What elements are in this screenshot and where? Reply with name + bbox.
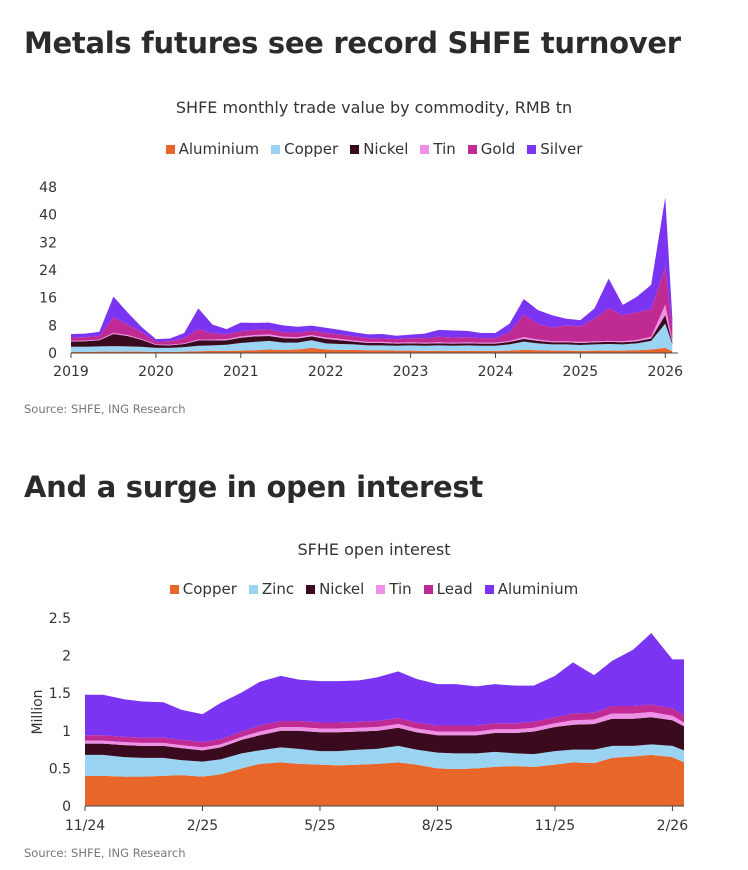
legend-label: Nickel [363,140,409,158]
legend-swatch [248,584,258,594]
legend-swatch [165,144,175,154]
legend-swatch [271,144,281,154]
y-tick-label: 1.5 [49,686,71,702]
chart2-headline: And a surge in open interest [24,470,483,504]
legend-swatch [527,144,537,154]
chart1-source: Source: SHFE, ING Research [24,402,186,416]
y-tick-label: 48 [39,180,57,196]
legend-item-aluminium: Aluminium [165,140,260,158]
legend-item-zinc: Zinc [248,580,295,598]
area-nickel [71,314,673,348]
area-zinc [85,744,684,777]
legend-swatch [484,584,494,594]
area-copper [85,754,684,806]
x-tick-label: 5/25 [304,818,335,834]
legend-item-gold: Gold [467,140,516,158]
y-tick-label: 2 [62,649,71,665]
chart1-title: SHFE monthly trade value by commodity, R… [175,98,573,117]
legend-item-aluminium: Aluminium [484,580,579,598]
legend-item-lead: Lead [423,580,473,598]
legend-label: Copper [284,140,339,158]
legend-label: Tin [433,140,456,158]
y-tick-label: 1 [62,724,71,740]
x-tick-label: 8/25 [422,818,453,834]
x-tick-label: 2022 [308,364,344,380]
legend-label: Silver [540,140,583,158]
x-tick-label: 2019 [53,364,89,380]
legend-swatch [420,144,430,154]
y-tick-label: 2.5 [49,611,71,627]
y-tick-label: 16 [39,291,57,307]
legend-item-silver: Silver [527,140,582,158]
legend-item-nickel: Nickel [306,580,364,598]
legend-label: Tin [389,580,412,598]
y-tick-label: 32 [39,235,57,251]
legend-swatch [306,584,316,594]
x-tick-label: 2023 [393,364,429,380]
x-tick-label: 11/24 [65,818,105,834]
legend-item-tin: Tin [376,580,412,598]
legend-label: Lead [436,580,473,598]
legend-label: Gold [480,140,516,158]
legend-swatch [169,584,179,594]
area-copper [71,323,673,352]
area-lead [85,704,684,748]
x-tick-label: 11/25 [535,818,575,834]
y-tick-label: 0 [62,799,71,815]
area-tin [85,712,684,751]
chart2-legend: Copper Zinc Nickel Tin Lead Aluminium [0,580,748,598]
y-axis-label: Million [30,689,46,734]
legend-label: Aluminium [178,140,260,158]
legend-label: Aluminium [497,580,579,598]
y-tick-label: 8 [48,318,57,334]
y-tick-label: 40 [39,208,57,224]
x-tick-label: 2/26 [657,818,689,834]
legend-item-nickel: Nickel [350,140,408,158]
legend-swatch [350,144,360,154]
area-gold [71,266,673,345]
x-tick-label: 2021 [223,364,259,380]
x-tick-label: 2024 [478,364,514,380]
legend-label: Zinc [261,580,295,598]
legend-item-copper: Copper [271,140,338,158]
y-tick-label: 0 [48,346,57,362]
area-aluminium [71,347,673,353]
chart1-legend: Aluminium Copper Nickel Tin Gold Silver [0,140,748,158]
legend-label: Nickel [319,580,365,598]
x-tick-label: 2/25 [187,818,218,834]
x-tick-label: 2026 [647,364,683,380]
chart2-title: SFHE open interest [297,540,451,559]
chart1-plot: 0 8 16 24 32 40 48 2019 2020 2021 2022 2023 2024 2025… [39,180,683,380]
legend-label: Copper [182,580,237,598]
x-tick-label: 2025 [563,364,599,380]
x-tick-label: 2020 [138,364,174,380]
y-tick-label: 24 [39,263,57,279]
chart2-source: Source: SHFE, ING Research [24,846,186,860]
legend-item-copper: Copper [169,580,237,598]
legend-swatch [376,584,386,594]
legend-swatch [423,584,433,594]
area-silver [71,197,673,342]
chart1-headline: Metals futures see record SHFE turnover [24,26,681,60]
legend-swatch [467,144,477,154]
chart2-plot: 0 0.5 1 1.5 2 2.5 Million 11/24 2/25 5/25 8/25 11/2… [30,611,689,834]
area-aluminium [85,633,684,743]
y-tick-label: 0.5 [49,761,71,777]
area-nickel [85,717,684,762]
legend-item-tin: Tin [420,140,456,158]
area-tin [71,304,673,346]
